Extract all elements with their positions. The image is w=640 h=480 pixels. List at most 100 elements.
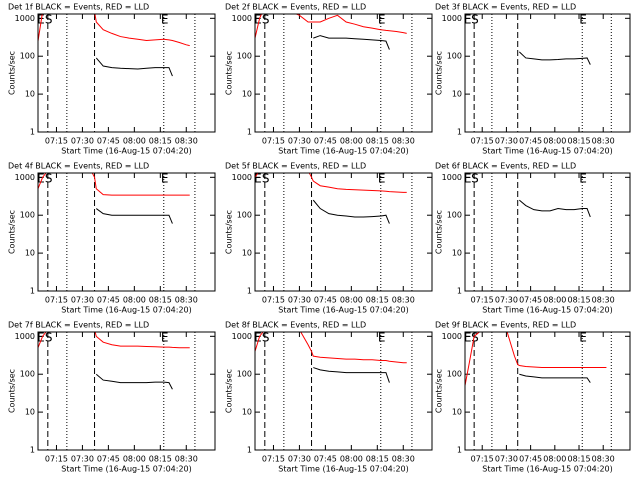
x-tick-label: 07:30 [495,296,518,305]
y-tick-label: 100 [237,370,252,379]
x-tick-label: 07:45 [519,455,542,464]
series-line [38,173,190,196]
x-tick-label: 08:30 [175,137,198,146]
y-tick-label: 1 [457,287,462,296]
y-tick-label: 1000 [442,332,462,341]
panel-title: Det 6f BLACK = Events, RED = LLD [435,162,576,171]
series-line [518,199,591,218]
x-tick-label: 08:00 [543,296,566,305]
x-tick-label: 07:45 [314,137,337,146]
y-tick-label: 10 [242,408,252,417]
y-tick-label: 100 [20,370,35,379]
panel-title: Det 3f BLACK = Events, RED = LLD [435,3,576,12]
x-tick-label: 08:15 [366,455,389,464]
plot-frame [37,331,216,451]
plot-frame [464,331,631,451]
x-tick-label: 07:30 [71,137,94,146]
x-tick-label: 07:30 [288,296,311,305]
x-tick-label: 08:30 [592,137,615,146]
x-axis-label: Start Time (16-Aug-15 07:04:20) [482,147,613,156]
x-axis-label: Start Time (16-Aug-15 07:04:20) [278,147,409,156]
x-tick-label: 08:00 [123,296,146,305]
series-line [95,57,173,77]
y-tick-label: 100 [20,52,35,61]
annotation: E [464,172,472,186]
annotation: E [378,13,386,27]
x-axis-label: Start Time (16-Aug-15 07:04:20) [278,465,409,474]
y-tick-label: 100 [447,370,462,379]
x-tick-label: 08:30 [592,296,615,305]
y-tick-label: 10 [452,90,462,99]
plot-frame [37,172,216,292]
x-tick-label: 07:15 [45,455,68,464]
x-tick-label: 08:15 [567,455,590,464]
annotation: S [262,172,270,186]
x-tick-label: 07:15 [262,455,285,464]
y-axis-label: Counts/sec [225,369,234,413]
x-tick-label: 08:00 [543,137,566,146]
panel: Det 1f BLACK = Events, RED = LLD Start Ti… [8,3,216,156]
y-tick-label: 1 [457,446,462,455]
x-tick-label: 07:15 [45,137,68,146]
x-tick-label: 08:00 [340,455,363,464]
x-tick-label: 07:30 [288,455,311,464]
y-tick-label: 10 [452,249,462,258]
annotation: E [37,331,45,345]
panel-title: Det 5f BLACK = Events, RED = LLD [225,162,366,171]
x-tick-label: 07:15 [45,296,68,305]
x-tick-label: 07:45 [519,296,542,305]
y-axis-label: Counts/sec [8,210,17,254]
series-line [255,14,407,39]
annotation: E [161,172,169,186]
series-line [519,373,591,383]
panel: Det 5f BLACK = Events, RED = LLD Start Ti… [225,162,433,315]
y-tick-label: 1 [247,287,252,296]
annotation: S [45,331,53,345]
plot-frame [464,13,631,133]
x-tick-label: 07:15 [262,137,285,146]
x-axis-label: Start Time (16-Aug-15 07:04:20) [61,147,192,156]
x-tick-label: 08:00 [340,137,363,146]
series-line [38,14,190,47]
series-line [38,332,190,349]
y-tick-label: 1000 [15,173,35,182]
y-tick-label: 10 [25,90,35,99]
y-tick-label: 1 [30,128,35,137]
x-tick-label: 08:30 [175,296,198,305]
annotation: E [579,172,587,186]
y-axis-label: Counts/sec [435,51,444,95]
x-tick-label: 07:30 [495,137,518,146]
annotation: S [262,13,270,27]
x-axis-label: Start Time (16-Aug-15 07:04:20) [278,306,409,315]
y-tick-label: 1000 [15,14,35,23]
y-tick-label: 10 [25,249,35,258]
x-tick-label: 08:30 [392,296,415,305]
plot-frame [254,13,433,133]
x-tick-label: 08:00 [123,137,146,146]
y-tick-label: 1000 [232,332,252,341]
y-axis-label: Counts/sec [225,51,234,95]
series-line [465,332,607,386]
panel: Det 3f BLACK = Events, RED = LLD Start Ti… [435,3,631,156]
panel: Det 2f BLACK = Events, RED = LLD Start Ti… [225,3,433,156]
y-tick-label: 10 [452,408,462,417]
x-tick-label: 08:00 [340,296,363,305]
y-tick-label: 1000 [442,14,462,23]
x-tick-label: 08:15 [149,137,172,146]
annotation: E [579,331,587,345]
panel: Det 8f BLACK = Events, RED = LLD Start Ti… [225,321,433,474]
plot-frame [464,172,631,292]
series-line [255,332,407,364]
annotation: E [161,331,169,345]
panel-title: Det 1f BLACK = Events, RED = LLD [8,3,149,12]
x-tick-label: 07:45 [314,296,337,305]
y-tick-label: 1 [247,446,252,455]
y-tick-label: 10 [242,249,252,258]
annotation: E [464,331,472,345]
annotation: S [45,13,53,27]
x-tick-label: 08:30 [392,455,415,464]
annotation: E [579,13,587,27]
series-line [95,208,173,224]
x-tick-label: 07:45 [97,296,120,305]
annotation: S [471,331,479,345]
